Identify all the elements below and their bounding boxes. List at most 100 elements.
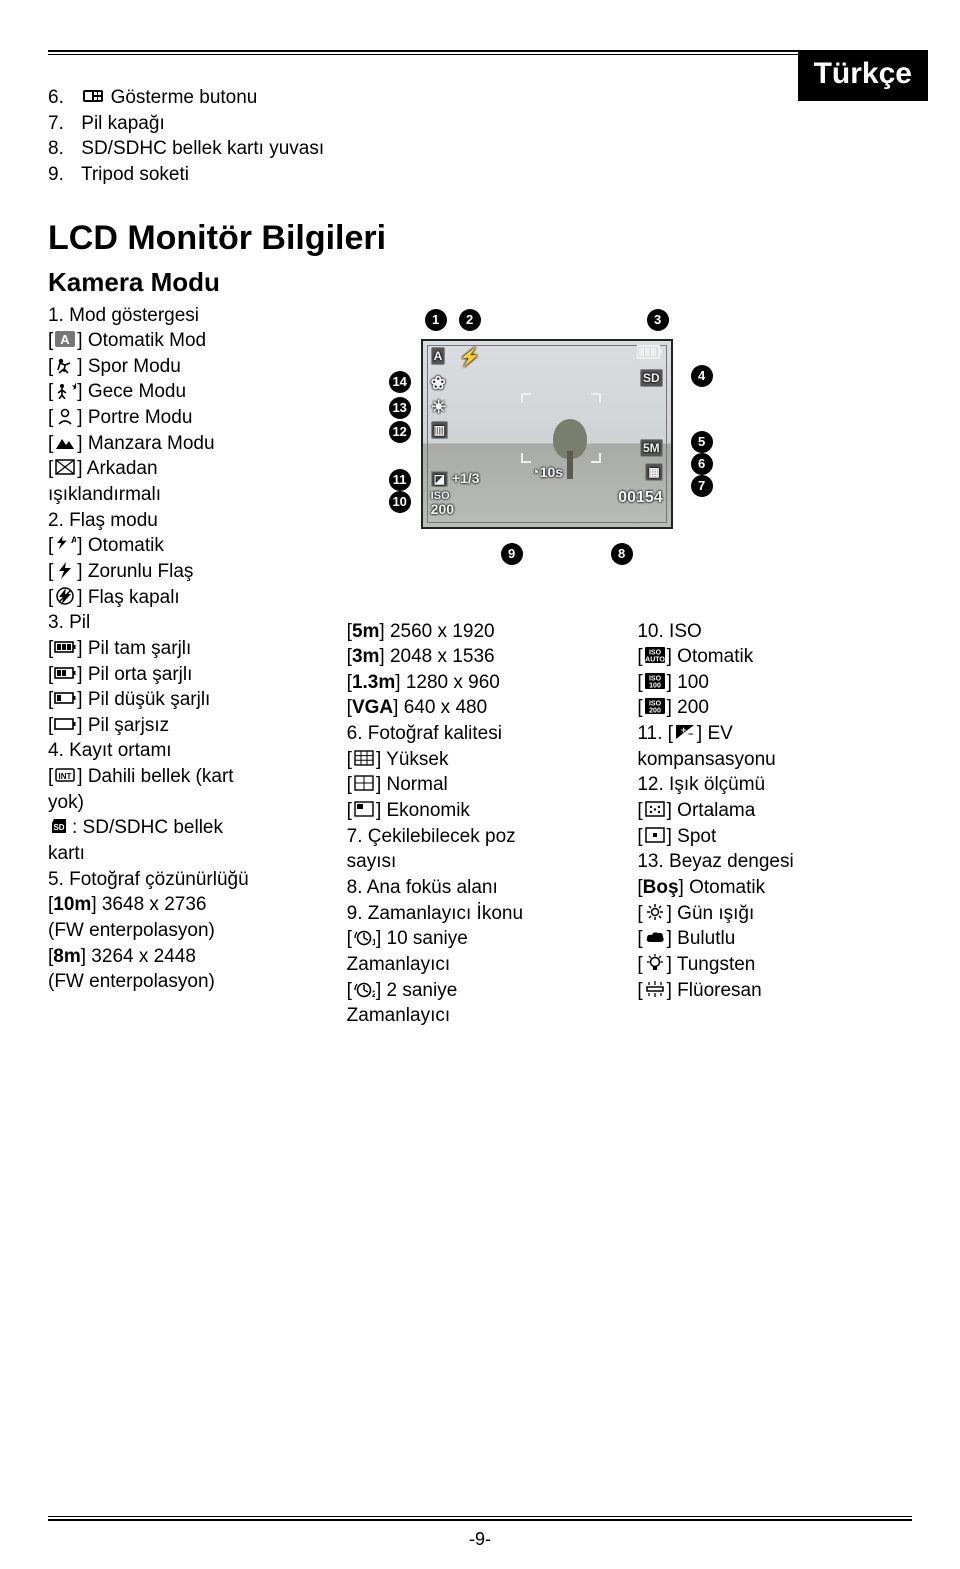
page-number: -9- (469, 1529, 491, 1549)
header-rule-thick (48, 50, 912, 52)
body-line: [] Otomatik Mod (48, 328, 331, 354)
landscape-icon (54, 433, 76, 451)
body-line: 9. Zamanlayıcı İkonu (347, 901, 622, 927)
batt-full-icon (54, 638, 76, 656)
body-line: [5m] 2560 x 1920 (347, 619, 622, 645)
af-corner-icon (591, 393, 601, 403)
osd-macro-icon: ❀ (431, 371, 446, 395)
list-text: Gösterme butonu (111, 87, 258, 108)
body-line: [] Ortalama (637, 798, 912, 824)
body-line: [] Spor Modu (48, 354, 331, 380)
body-line: 8. Ana foküs alanı (347, 875, 622, 901)
body-line: [8m] 3264 x 2448 (48, 944, 331, 970)
wb-sun-icon (644, 903, 666, 921)
list-text: SD/SDHC bellek kartı yuvası (81, 138, 324, 159)
column-1: 1. Mod göstergesi[] Otomatik Mod[] Spor … (48, 303, 331, 1029)
language-badge: Türkçe (798, 50, 928, 101)
qual-norm-icon (353, 774, 375, 792)
callout-bubble: 1 (425, 309, 447, 331)
body-line: [] Flüoresan (637, 978, 912, 1004)
batt-low-icon (54, 689, 76, 707)
subsection-title: Kamera Modu (48, 265, 912, 300)
callout-bubble: 11 (389, 469, 411, 491)
body-line: 2. Flaş modu (48, 508, 331, 534)
page: Türkçe 6. Gösterme butonu7. Pil kapağı8.… (0, 50, 960, 1569)
ev-comp-icon (674, 723, 696, 741)
iso-100-icon (644, 672, 666, 690)
osd-flash-icon: ⚡ (459, 345, 481, 369)
body-line: 10. ISO (637, 619, 912, 645)
body-line: 12. Işık ölçümü (637, 772, 912, 798)
body-line: [] Tungsten (637, 952, 912, 978)
resolution-label: 1.3m (352, 672, 395, 693)
callout-bubble: 14 (389, 371, 411, 393)
body-line: 7. Çekilebilecek poz (347, 824, 622, 850)
body-line: 5. Fotoğraf çözünürlüğü (48, 867, 331, 893)
osd-meter-icon: ▥ (431, 421, 448, 439)
osd-count: 00154 (618, 487, 663, 509)
list-number: 6. (48, 85, 76, 111)
header-rule-thin (48, 54, 912, 55)
meter-spot-icon (644, 826, 666, 844)
body-line: [] Gece Modu (48, 379, 331, 405)
section-title: LCD Monitör Bilgileri (48, 216, 912, 262)
body-line: [] Pil tam şarjlı (48, 636, 331, 662)
body-line: [] Bulutlu (637, 926, 912, 952)
parts-list-item: 8. SD/SDHC bellek kartı yuvası (48, 136, 912, 162)
body-line: [] 100 (637, 670, 912, 696)
callout-bubble: 12 (389, 421, 411, 443)
callout-bubble: 10 (389, 491, 411, 513)
body-line: ışıklandırmalı (48, 482, 331, 508)
night-icon (54, 381, 76, 399)
portrait-icon (54, 407, 76, 425)
body-line: [] 10 saniye (347, 926, 622, 952)
lcd-screen: A ⚡ SD ❀ ☀ ▥ ◪ +1/3 ISO200 (421, 339, 673, 529)
callout-bubble: 7 (691, 475, 713, 497)
sd-card-icon (49, 817, 71, 835)
body-line: [] Dahili bellek (kart (48, 764, 331, 790)
flash-auto-icon (54, 535, 76, 553)
callout-bubble: 6 (691, 453, 713, 475)
body-line: [] Gün ışığı (637, 901, 912, 927)
qual-eco-icon (353, 800, 375, 818)
osd-mode: A (431, 347, 446, 365)
callout-bubble: 2 (459, 309, 481, 331)
af-corner-icon (591, 453, 601, 463)
column-3: 10. ISO[] Otomatik[] 100[] 20011. [] EVk… (637, 619, 912, 1029)
qual-fine-icon (353, 749, 375, 767)
body-line: kompansasyonu (637, 747, 912, 773)
iso-200-icon (644, 697, 666, 715)
iso-auto-icon (644, 646, 666, 664)
sport-icon (54, 356, 76, 374)
resolution-label: VGA (352, 697, 393, 718)
list-number: 9. (48, 162, 76, 188)
body-line: [1.3m] 1280 x 960 (347, 670, 622, 696)
body-line: [] Otomatik (637, 644, 912, 670)
body-line: (FW enterpolasyon) (48, 969, 331, 995)
footer-rule-thin (48, 1516, 912, 1517)
body-line: [] 2 saniye (347, 978, 622, 1004)
wb-fluor-icon (644, 980, 666, 998)
body-line: 3. Pil (48, 610, 331, 636)
body-line: [] Otomatik (48, 533, 331, 559)
body-line: (FW enterpolasyon) (48, 918, 331, 944)
body-line: [] Zorunlu Flaş (48, 559, 331, 585)
batt-empty-icon (54, 715, 76, 733)
body-line: [Boş] Otomatik (637, 875, 912, 901)
body-line: 13. Beyaz dengesi (637, 849, 912, 875)
body-line: [] Ekonomik (347, 798, 622, 824)
body-line: [] Flaş kapalı (48, 585, 331, 611)
batt-mid-icon (54, 664, 76, 682)
backlight-icon (54, 458, 76, 476)
body-line: [3m] 2048 x 1536 (347, 644, 622, 670)
content-columns: 1. Mod göstergesi[] Otomatik Mod[] Spor … (48, 303, 912, 1029)
page-footer: -9- (48, 1516, 912, 1551)
body-line: [] Pil düşük şarjlı (48, 687, 331, 713)
button-parts-list: 6. Gösterme butonu7. Pil kapağı8. SD/SDH… (48, 85, 912, 188)
osd-wb-icon: ☀ (431, 395, 447, 419)
timer-10-icon (353, 928, 375, 946)
page-header: Türkçe (48, 50, 912, 55)
column-2-3-wrap: A ⚡ SD ❀ ☀ ▥ ◪ +1/3 ISO200 (347, 303, 912, 1029)
wb-tungsten-icon (644, 954, 666, 972)
af-corner-icon (521, 393, 531, 403)
